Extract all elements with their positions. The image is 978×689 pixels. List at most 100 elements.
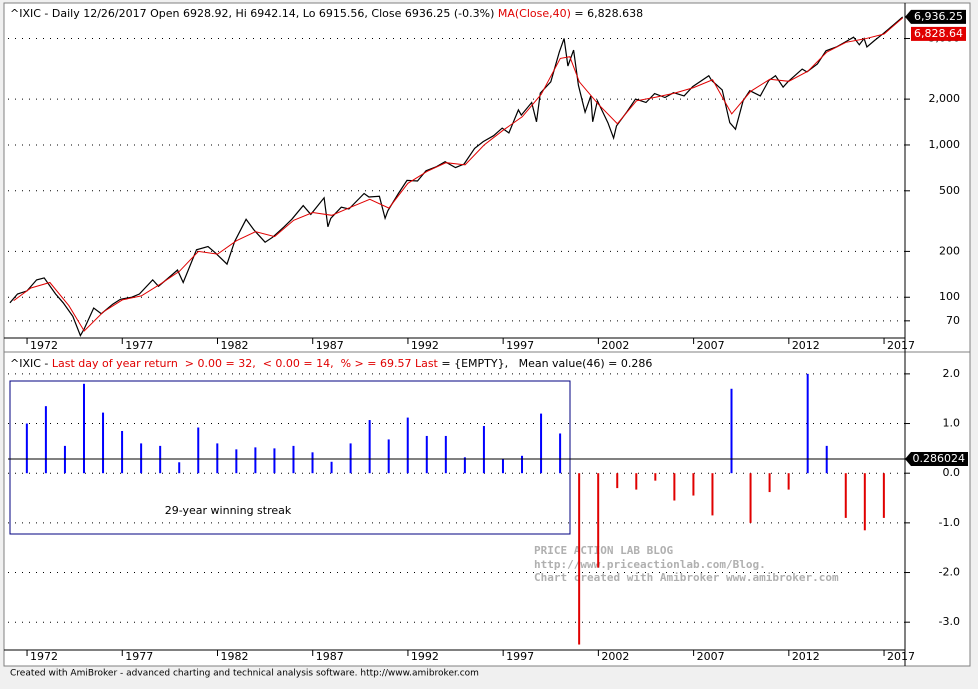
y-tick-label: 0.0 — [943, 466, 961, 479]
bar — [292, 445, 295, 474]
legend-entry: MA(Close,40) — [498, 7, 571, 20]
bar — [540, 413, 543, 474]
bar — [216, 443, 219, 474]
summary: = {EMPTY}, Mean value(46) = 0.286 — [438, 357, 653, 370]
title: ^IXIC - Daily 12/26/2017 Open 6928.92, H… — [10, 7, 498, 20]
watermark: Chart created with Amibroker www.amibrok… — [534, 571, 839, 584]
y-tick-label: 70 — [946, 314, 960, 327]
bar — [406, 417, 409, 474]
bar — [578, 473, 581, 645]
price-line — [13, 17, 904, 332]
bar — [25, 423, 28, 474]
value-badge — [911, 26, 966, 41]
bar — [349, 443, 352, 474]
value-badge — [911, 9, 966, 24]
bar — [140, 443, 143, 474]
bar — [882, 473, 885, 518]
bar — [159, 445, 162, 474]
x-tick-label: 2017 — [887, 650, 915, 663]
bar — [368, 420, 371, 474]
bar — [501, 459, 504, 474]
y-tick-label: -2.0 — [939, 566, 960, 579]
y-tick-label: 2.0 — [943, 367, 961, 380]
x-tick-label: 1982 — [220, 650, 248, 663]
bar — [673, 473, 676, 501]
x-tick-label: 2007 — [697, 339, 725, 352]
bar — [806, 373, 809, 474]
badge-pointer — [905, 9, 911, 24]
bar — [768, 473, 771, 493]
bar — [330, 461, 333, 474]
bar — [178, 462, 181, 474]
bar — [730, 388, 733, 474]
y-tick-label: -1.0 — [939, 516, 960, 529]
y-tick-label: 1,000 — [929, 138, 961, 151]
bar — [654, 473, 657, 481]
x-tick-label: 2012 — [792, 650, 820, 663]
title: ^IXIC - — [10, 357, 52, 370]
watermark: http://www.priceactionlab.com/Blog. — [534, 558, 766, 571]
bar — [692, 473, 695, 496]
x-tick-label: 2007 — [697, 650, 725, 663]
y-tick-label: 200 — [939, 244, 960, 257]
value-badge-label: 0.286024 — [913, 452, 966, 465]
bar — [559, 433, 562, 474]
pane-header: ^IXIC - Daily 12/26/2017 Open 6928.92, H… — [10, 7, 643, 20]
bar — [863, 473, 866, 531]
x-tick-label: 1977 — [125, 339, 153, 352]
x-tick-label: 1972 — [30, 339, 58, 352]
bar — [521, 455, 524, 474]
bar — [63, 445, 66, 474]
bar — [102, 412, 105, 474]
bar — [482, 426, 485, 474]
bar — [749, 473, 752, 523]
x-tick-label: 1987 — [316, 650, 344, 663]
value-badge — [911, 451, 968, 466]
x-tick-label: 1992 — [411, 339, 439, 352]
bar — [711, 473, 714, 516]
y-tick-label: 100 — [939, 290, 960, 303]
watermark: PRICE ACTION LAB BLOG — [534, 544, 673, 557]
bar — [616, 473, 619, 489]
badge-pointer — [905, 451, 911, 466]
annotation-box — [9, 380, 571, 535]
x-tick-label: 1997 — [506, 339, 534, 352]
value-badge-label: 6,936.25 — [914, 10, 963, 23]
y-tick-label: 500 — [939, 184, 960, 197]
x-tick-label: 1997 — [506, 650, 534, 663]
value-badge-label: 6,828.64 — [914, 27, 963, 40]
ma-value: = 6,828.638 — [571, 7, 643, 20]
bar — [787, 473, 790, 490]
bar — [387, 439, 390, 474]
x-tick-label: 1977 — [125, 650, 153, 663]
x-tick-label: 2012 — [792, 339, 820, 352]
x-tick-label: 2002 — [601, 339, 629, 352]
bar — [825, 445, 828, 474]
x-tick-label: 2002 — [601, 650, 629, 663]
x-tick-label: 1987 — [316, 339, 344, 352]
bar — [273, 448, 276, 474]
y-tick-label: 1.0 — [943, 417, 961, 430]
x-tick-label: 1992 — [411, 650, 439, 663]
bar — [82, 383, 85, 474]
bar — [311, 452, 314, 474]
footer: Created with AmiBroker - advanced charti… — [10, 669, 479, 679]
annotation: 29-year winning streak — [165, 504, 292, 517]
bar — [635, 473, 638, 490]
price-line — [9, 16, 904, 337]
bar — [121, 430, 124, 474]
x-tick-label: 1982 — [220, 339, 248, 352]
bar — [425, 435, 428, 474]
series-name: Last day of year return > 0.00 = 32, < 0… — [52, 357, 439, 370]
bar — [44, 406, 47, 474]
y-tick-label: 2,000 — [929, 92, 961, 105]
bar — [463, 457, 466, 474]
bar — [844, 473, 847, 518]
y-tick-label: -3.0 — [939, 615, 960, 628]
bar — [235, 449, 238, 474]
bar — [444, 435, 447, 474]
bar — [597, 473, 600, 568]
x-tick-label: 2017 — [887, 339, 915, 352]
bar — [254, 447, 257, 474]
